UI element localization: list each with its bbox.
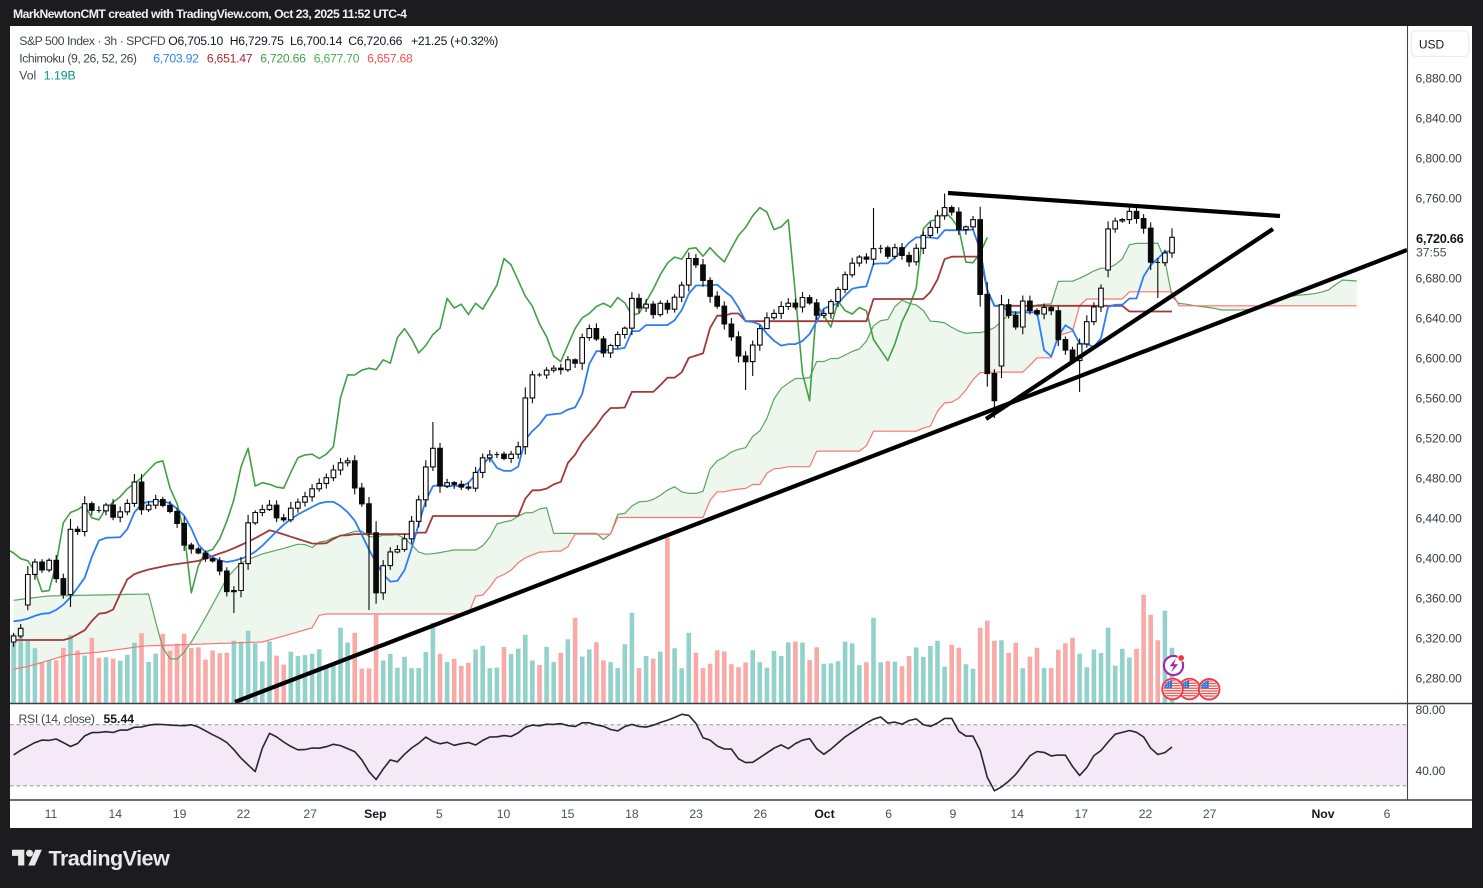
svg-text:Oct: Oct — [814, 807, 834, 821]
svg-text:6,440.00: 6,440.00 — [1416, 511, 1463, 525]
svg-text:+21.25 (+0.32%): +21.25 (+0.32%) — [411, 34, 498, 48]
svg-text:6,360.00: 6,360.00 — [1416, 591, 1463, 605]
svg-text:O6,705.10: O6,705.10 — [168, 34, 223, 48]
svg-text:6,800.00: 6,800.00 — [1416, 151, 1463, 165]
svg-text:23: 23 — [689, 807, 703, 821]
svg-text:Ichimoku (9, 26, 52, 26): Ichimoku (9, 26, 52, 26) — [19, 51, 137, 65]
svg-text:26: 26 — [754, 807, 768, 821]
svg-text:6: 6 — [885, 807, 892, 821]
svg-text:9: 9 — [950, 807, 957, 821]
svg-text:80.00: 80.00 — [1416, 703, 1446, 717]
svg-text:Vol: Vol — [19, 69, 36, 83]
svg-text:40.00: 40.00 — [1416, 764, 1446, 778]
svg-text:18: 18 — [625, 807, 639, 821]
svg-text:6,657.68: 6,657.68 — [367, 51, 413, 65]
svg-text:27: 27 — [1203, 807, 1217, 821]
svg-text:Nov: Nov — [1311, 807, 1334, 821]
svg-text:55.44: 55.44 — [104, 712, 135, 726]
svg-text:6,760.00: 6,760.00 — [1416, 191, 1463, 205]
svg-text:C6,720.66: C6,720.66 — [348, 34, 402, 48]
svg-text:6,280.00: 6,280.00 — [1416, 671, 1463, 685]
svg-text:6,720.66: 6,720.66 — [1416, 231, 1464, 246]
svg-text:22: 22 — [237, 807, 251, 821]
svg-text:6,720.66: 6,720.66 — [260, 51, 306, 65]
svg-text:TradingView: TradingView — [49, 845, 171, 870]
svg-text:27: 27 — [303, 807, 317, 821]
svg-text:USD: USD — [1419, 37, 1445, 51]
svg-text:6,520.00: 6,520.00 — [1416, 431, 1463, 445]
svg-text:11: 11 — [45, 807, 58, 821]
svg-text:6,480.00: 6,480.00 — [1416, 471, 1463, 485]
svg-text:6,640.00: 6,640.00 — [1416, 311, 1463, 325]
svg-text:L6,700.14: L6,700.14 — [290, 34, 342, 48]
svg-text:S&P 500 Index · 3h · SPCFD: S&P 500 Index · 3h · SPCFD — [19, 34, 166, 48]
svg-text:17: 17 — [1075, 807, 1089, 821]
svg-text:H6,729.75: H6,729.75 — [230, 34, 284, 48]
svg-text:14: 14 — [109, 807, 123, 821]
svg-text:6,400.00: 6,400.00 — [1416, 551, 1463, 565]
svg-text:MarkNewtonCMT created with Tra: MarkNewtonCMT created with TradingView.c… — [13, 7, 407, 21]
svg-text:6,600.00: 6,600.00 — [1416, 351, 1463, 365]
svg-text:Sep: Sep — [364, 807, 386, 821]
svg-text:5: 5 — [436, 807, 443, 821]
svg-text:6,703.92: 6,703.92 — [153, 51, 199, 65]
svg-text:6,880.00: 6,880.00 — [1416, 71, 1463, 85]
svg-text:RSI (14, close): RSI (14, close) — [19, 712, 95, 726]
svg-text:6,840.00: 6,840.00 — [1416, 111, 1463, 125]
svg-text:6,320.00: 6,320.00 — [1416, 631, 1463, 645]
svg-text:6: 6 — [1384, 807, 1391, 821]
svg-text:6,680.00: 6,680.00 — [1416, 271, 1463, 285]
svg-text:10: 10 — [497, 807, 511, 821]
svg-text:37:55: 37:55 — [1416, 245, 1447, 259]
svg-text:22: 22 — [1139, 807, 1153, 821]
svg-text:1.19B: 1.19B — [44, 69, 76, 83]
svg-text:6,560.00: 6,560.00 — [1416, 391, 1463, 405]
svg-text:6,651.47: 6,651.47 — [207, 51, 253, 65]
svg-text:6,677.70: 6,677.70 — [314, 51, 360, 65]
svg-text:15: 15 — [561, 807, 575, 821]
svg-text:14: 14 — [1010, 807, 1024, 821]
svg-text:19: 19 — [173, 807, 187, 821]
